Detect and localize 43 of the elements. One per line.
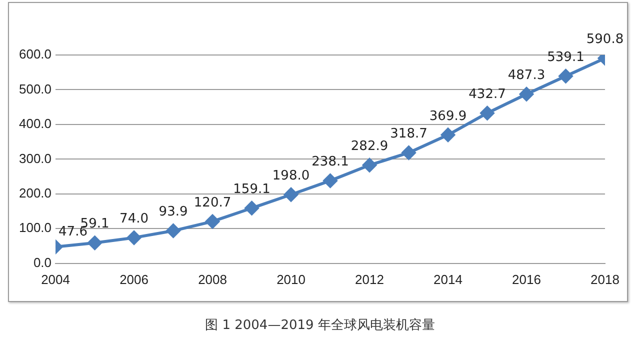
- x-tick-label: 2008: [198, 272, 227, 287]
- point: [166, 224, 180, 238]
- caption: 图 1 2004—2019 年全球风电装机容量: [204, 317, 436, 334]
- data-label: 432.7: [468, 86, 506, 102]
- y-tick-label: 500.0: [18, 81, 52, 96]
- point: [244, 201, 259, 216]
- data-label: 487.3: [508, 68, 546, 84]
- y-tick-label: 600.0: [18, 46, 52, 62]
- point: [402, 146, 416, 160]
- point: [362, 158, 377, 172]
- point: [558, 69, 573, 84]
- y-tick-label: 0.0: [33, 254, 52, 270]
- data-label: 47.6: [58, 224, 88, 240]
- data-label: 74.0: [120, 212, 149, 227]
- x-tick-label: 2006: [120, 272, 148, 287]
- x-tick-label: 2018: [590, 272, 620, 287]
- x-tick-label: 2016: [512, 272, 541, 287]
- x-tick-label: 2004: [41, 272, 70, 287]
- point: [480, 106, 494, 120]
- data-label: 159.1: [233, 182, 270, 198]
- point: [323, 174, 338, 188]
- data-label: 238.1: [312, 154, 349, 170]
- x-tick-label: 2010: [276, 272, 306, 287]
- data-label: 318.7: [390, 126, 428, 142]
- data-label: 282.9: [350, 139, 388, 154]
- point: [441, 128, 456, 142]
- point: [520, 87, 534, 102]
- data-label: 590.8: [586, 32, 624, 48]
- data-label: 198.0: [272, 168, 310, 184]
- point: [127, 230, 142, 245]
- data-label: 93.9: [158, 204, 188, 220]
- y-tick-label: 100.0: [18, 220, 52, 236]
- x-tick-label: 2014: [434, 272, 462, 287]
- data-label: 539.1: [547, 50, 584, 66]
- data-label: 369.9: [429, 108, 467, 124]
- y-tick-label: 200.0: [18, 186, 52, 201]
- point: [88, 236, 102, 250]
- x-tick-label: 2012: [355, 272, 384, 287]
- point: [206, 214, 220, 228]
- y-tick-label: 300.0: [18, 150, 52, 166]
- y-tick-label: 400.0: [18, 116, 52, 132]
- data-label: 120.7: [194, 195, 232, 210]
- point: [284, 188, 298, 202]
